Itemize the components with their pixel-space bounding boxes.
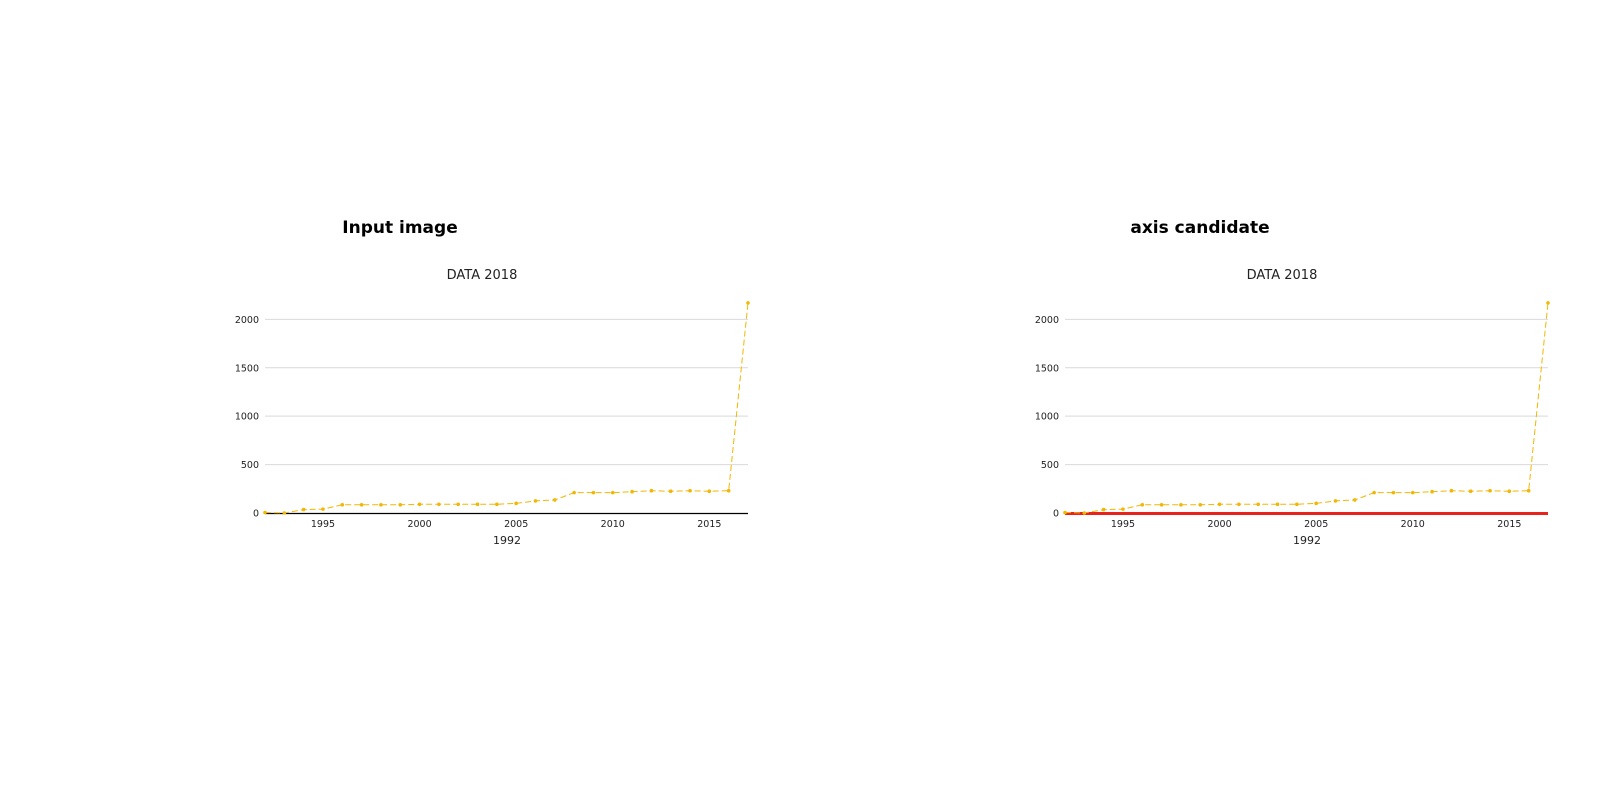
data-point xyxy=(707,489,712,494)
chart-title: DATA 2018 xyxy=(1247,268,1318,283)
line-chart: DATA 2018 0 500 1000 1500 2000 1995 2000 2005 201… xyxy=(1035,268,1550,547)
data-point xyxy=(417,502,422,507)
y-tick-label: 0 xyxy=(253,509,259,520)
x-tick-label: 2005 xyxy=(504,519,528,530)
data-point xyxy=(1198,502,1203,507)
series-line xyxy=(1064,302,1549,514)
x-tick-label: 2010 xyxy=(1401,519,1425,530)
y-tick-label: 500 xyxy=(1041,460,1059,471)
y-tick-label: 500 xyxy=(241,460,259,471)
x-axis-label: 1992 xyxy=(493,534,521,547)
data-point xyxy=(1295,502,1299,507)
data-point xyxy=(1063,510,1067,515)
data-point xyxy=(1372,490,1376,495)
y-tick-label: 1000 xyxy=(235,412,259,423)
data-point xyxy=(1256,502,1260,507)
data-point xyxy=(514,501,518,506)
data-point xyxy=(1314,501,1318,506)
data-point xyxy=(1082,511,1087,515)
data-point xyxy=(1121,507,1125,511)
y-tick-label: 1000 xyxy=(1035,412,1059,423)
x-axis-label: 1992 xyxy=(1293,534,1321,547)
data-point xyxy=(301,507,306,512)
data-point xyxy=(572,490,576,495)
data-point xyxy=(726,488,731,493)
x-tick-label: 2015 xyxy=(697,519,721,530)
data-point xyxy=(1237,502,1241,507)
data-point xyxy=(379,502,383,507)
data-point xyxy=(1488,488,1492,493)
y-tick-label: 2000 xyxy=(1035,315,1059,326)
data-point xyxy=(591,490,596,495)
data-point xyxy=(1468,489,1473,494)
data-point xyxy=(475,502,480,507)
data-point xyxy=(668,489,673,494)
x-tick-label: 2010 xyxy=(601,519,625,530)
data-point xyxy=(1101,507,1106,512)
y-tick-label: 2000 xyxy=(235,315,259,326)
data-point xyxy=(649,488,654,493)
data-point xyxy=(1526,488,1531,493)
data-point xyxy=(1140,502,1145,507)
data-point xyxy=(1449,488,1454,493)
data-point xyxy=(263,510,267,515)
data-point xyxy=(398,502,403,507)
data-point xyxy=(1430,489,1434,494)
data-point xyxy=(533,499,538,503)
data-point xyxy=(359,502,364,507)
y-tick-label: 1500 xyxy=(1035,363,1059,374)
x-tick-label: 1995 xyxy=(1111,519,1135,530)
data-point xyxy=(1333,499,1338,503)
panel-input-image: Input image DATA 2018 0 500 1000 1500 2000 199… xyxy=(235,218,750,547)
panel-axis-candidate: axis candidate DATA 2018 0 500 1000 1500 2000… xyxy=(800,0,1600,800)
data-point xyxy=(456,502,461,507)
series-line xyxy=(264,302,749,514)
data-point xyxy=(553,498,557,502)
x-tick-label: 2000 xyxy=(1207,519,1231,530)
data-point xyxy=(1275,502,1280,507)
data-point xyxy=(1391,490,1396,495)
data-point xyxy=(610,490,615,495)
data-point xyxy=(1507,489,1512,494)
data-point xyxy=(1159,502,1164,507)
data-point xyxy=(321,507,325,511)
x-tick-label: 2000 xyxy=(407,519,431,530)
data-point xyxy=(1353,498,1357,502)
x-tick-label: 2005 xyxy=(1304,519,1328,530)
chart-title: DATA 2018 xyxy=(447,268,518,283)
data-point xyxy=(340,502,345,507)
panel-heading: axis candidate xyxy=(1130,218,1270,238)
data-point xyxy=(630,489,634,494)
data-point xyxy=(688,488,692,493)
y-tick-label: 1500 xyxy=(235,363,259,374)
data-point xyxy=(1179,502,1183,507)
x-tick-label: 2015 xyxy=(1497,519,1521,530)
data-point xyxy=(1546,301,1550,305)
panel-heading: Input image xyxy=(342,218,458,238)
line-chart: DATA 2018 0 500 1000 1500 2000 1995 2000 2005 201… xyxy=(235,268,750,547)
data-point xyxy=(437,502,441,507)
data-point xyxy=(1217,502,1222,507)
data-point xyxy=(495,502,499,507)
x-tick-label: 1995 xyxy=(311,519,335,530)
data-point xyxy=(746,301,750,305)
data-point xyxy=(1410,490,1415,495)
data-point xyxy=(282,511,287,515)
y-tick-label: 0 xyxy=(1053,509,1059,520)
